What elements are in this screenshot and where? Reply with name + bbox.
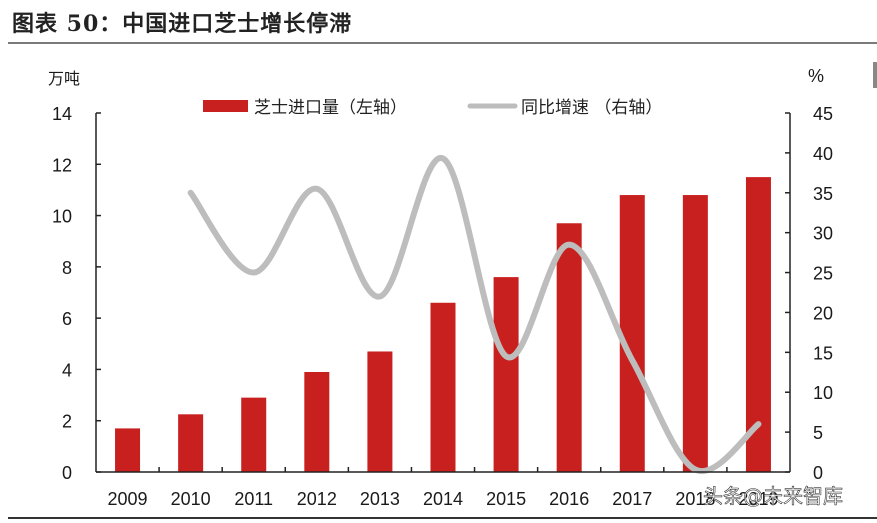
right-axis-tick: 25: [813, 264, 833, 284]
left-axis-unit: 万吨: [48, 69, 80, 88]
x-axis-tick: 2009: [108, 489, 148, 509]
bar-2011: [241, 397, 267, 472]
x-axis-tick: 2012: [297, 489, 337, 509]
left-axis-tick: 0: [62, 463, 72, 483]
bar-2018: [682, 195, 708, 473]
x-axis-tick: 2016: [549, 489, 589, 509]
x-axis-tick: 2017: [612, 489, 652, 509]
left-axis-tick: 8: [62, 258, 72, 278]
legend-bar-label: 芝士进口量（左轴）: [254, 98, 407, 118]
right-axis-tick: 0: [813, 463, 823, 483]
left-axis-tick: 4: [62, 360, 72, 380]
bar-2013: [367, 351, 393, 472]
x-axis-tick: 2014: [423, 489, 463, 509]
bar-2016: [556, 223, 582, 472]
left-axis-tick: 6: [62, 309, 72, 329]
chart-legend: 芝士进口量（左轴） 同比增速 （右轴）: [203, 98, 662, 118]
right-axis-tick: 35: [813, 184, 833, 204]
right-axis-tick: 40: [813, 144, 833, 164]
right-axis-tick: 20: [813, 303, 833, 323]
bar-2014: [430, 302, 456, 472]
right-axis-tick: 45: [813, 104, 833, 124]
bottom-divider: [8, 517, 877, 519]
bar-series-cheese-import: [115, 177, 771, 473]
right-axis-tick: 5: [813, 423, 823, 443]
bar-2017: [619, 195, 645, 473]
left-axis-tick: 10: [52, 207, 72, 227]
right-axis-tick: 10: [813, 383, 833, 403]
bar-2009: [115, 428, 141, 472]
bar-2010: [178, 414, 204, 472]
left-axis-tick: 12: [52, 155, 72, 175]
right-axis-unit: %: [808, 66, 824, 86]
x-axis-tick: 2011: [234, 489, 273, 509]
title-divider: [8, 42, 877, 44]
chart-title: 图表 50：中国进口芝士增长停滞: [12, 11, 353, 37]
bar-2012: [304, 371, 330, 472]
scroll-marker: [873, 62, 877, 88]
right-axis-tick: 15: [813, 343, 833, 363]
chart-axes: 0 2 4 6 8 10 12 14 0 5 10 15 20 25 30 35 40 45 2009 2010 201…: [52, 104, 833, 509]
legend-line-label: 同比增速 （右轴）: [521, 98, 662, 118]
x-axis-tick: 2010: [171, 489, 211, 509]
bar-2015: [493, 277, 519, 472]
yoy-growth-line: [187, 155, 762, 475]
x-axis-tick: 2015: [486, 489, 526, 509]
x-axis-tick: 2013: [360, 489, 400, 509]
watermark: 头条@未来智库: [703, 484, 843, 508]
x-axis-tick: 2018: [675, 489, 715, 509]
left-axis-tick: 2: [62, 412, 72, 432]
x-axis-tick: 2019: [738, 489, 778, 509]
left-axis-tick: 14: [52, 104, 72, 124]
right-axis-tick: 30: [813, 224, 833, 244]
line-series-yoy-growth: [187, 155, 762, 475]
